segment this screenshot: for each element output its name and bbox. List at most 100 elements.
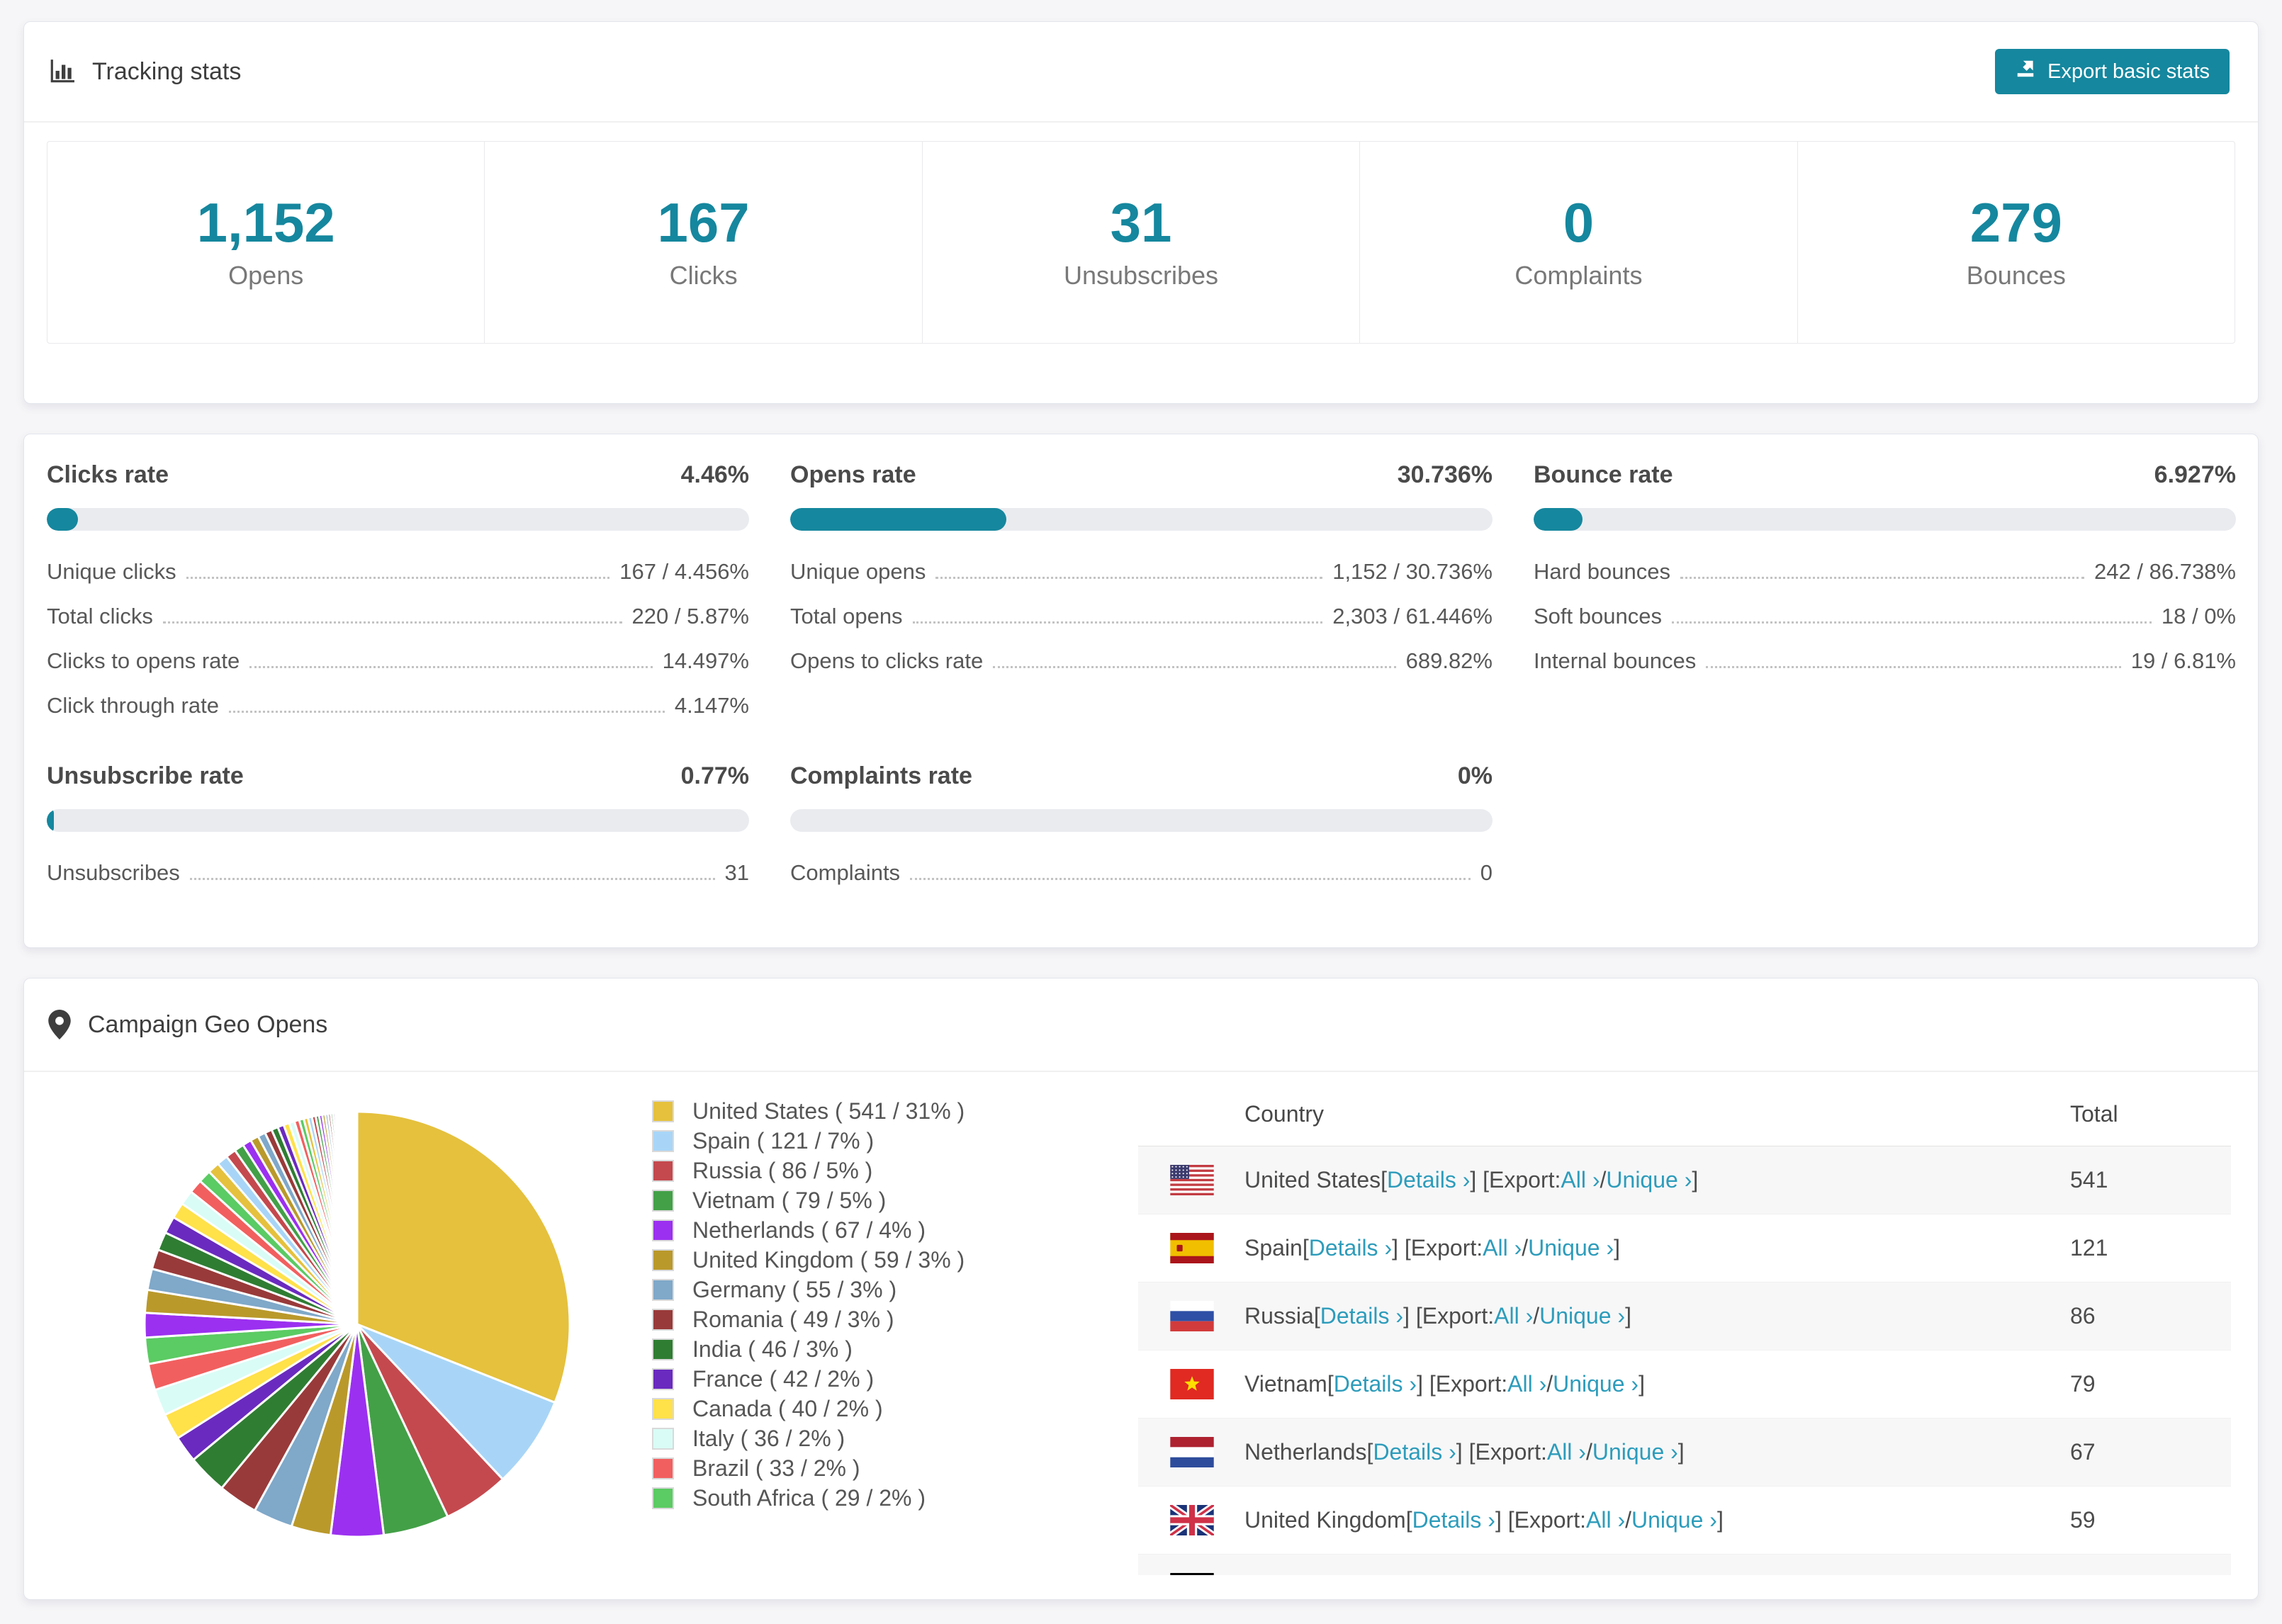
export-all-link[interactable]: All › (1561, 1167, 1600, 1192)
export-unique-link[interactable]: Unique › (1553, 1371, 1639, 1397)
rate-row-label: Total clicks (47, 604, 153, 628)
export-unique-link[interactable]: Unique › (1606, 1167, 1692, 1192)
rate-row-label: Unsubscribes (47, 860, 180, 885)
rate-section-header: Clicks rate 4.46% (47, 461, 749, 489)
legend-swatch (652, 1368, 674, 1390)
dotted-leader (993, 666, 1396, 668)
campaign-geo-opens-card: Campaign Geo Opens United States ( 541 /… (23, 978, 2259, 1600)
rate-rows: Unsubscribes 31 (47, 860, 749, 886)
legend-swatch (652, 1338, 674, 1360)
export-all-link[interactable]: All › (1507, 1371, 1547, 1397)
progress-bar-fill (47, 508, 79, 531)
details-link[interactable]: Details › (1373, 1439, 1456, 1465)
geo-pie-chart (130, 1098, 584, 1565)
rate-section-header: Complaints rate 0% (790, 762, 1493, 790)
stats-row: 1,152 Opens 167 Clicks 31 Unsubscribes 0 Compla… (47, 141, 2235, 344)
progress-bar (47, 508, 749, 531)
bracket: ] (1677, 1439, 1685, 1465)
geo-country-table: Country Total United States [Details ›] … (1138, 1082, 2231, 1575)
rate-rows: Hard bounces 242 / 86.738% Soft bounces 18 … (1534, 559, 2236, 674)
bracket: ] (1614, 1235, 1620, 1261)
legend-swatch (652, 1129, 674, 1152)
legend-label: Canada ( 40 / 2% ) (692, 1395, 883, 1421)
country-name: United Kingdom (1244, 1507, 1406, 1533)
details-link[interactable]: Details › (1412, 1507, 1495, 1533)
export-all-link[interactable]: All › (1483, 1235, 1522, 1261)
dotted-leader (186, 577, 610, 579)
legend-item: Russia ( 86 / 5% ) (652, 1156, 965, 1185)
details-link[interactable]: Details › (1308, 1235, 1393, 1261)
stat-label: Complaints (1514, 260, 1643, 290)
table-row: Spain [Details ›] [Export: All › / Uniqu… (1138, 1214, 2231, 1282)
rate-row-value: 31 (724, 860, 749, 885)
rate-row-label: Click through rate (47, 693, 219, 718)
rates-grid: Clicks rate 4.46% Unique clicks 167 / 4.456… (24, 434, 2258, 886)
rate-title: Opens rate (790, 461, 916, 488)
dotted-leader (935, 577, 1323, 579)
rate-rows: Complaints 0 (790, 860, 1493, 886)
rate-value: 0% (1457, 762, 1493, 789)
legend-swatch (652, 1278, 674, 1301)
export-unique-link[interactable]: Unique › (1592, 1439, 1678, 1465)
export-unique-link[interactable]: Unique › (1528, 1235, 1614, 1261)
bracket: ] [Export: (1417, 1371, 1508, 1397)
legend-item: India ( 46 / 3% ) (652, 1334, 965, 1364)
rate-row: Unique clicks 167 / 4.456% (47, 559, 749, 585)
stat-label: Opens (228, 260, 304, 290)
dotted-leader (228, 711, 665, 713)
rate-section-header: Unsubscribe rate 0.77% (47, 762, 749, 790)
map-pin-icon (48, 1010, 71, 1039)
rate-row-label: Soft bounces (1534, 604, 1662, 628)
legend-item: France ( 42 / 2% ) (652, 1364, 965, 1394)
legend-swatch (652, 1189, 674, 1212)
stat-label: Bounces (1966, 260, 2066, 290)
legend-item: Vietnam ( 79 / 5% ) (652, 1185, 965, 1215)
separator: / (1546, 1371, 1553, 1397)
export-unique-link[interactable]: Unique › (1631, 1507, 1717, 1533)
rate-title: Clicks rate (47, 461, 169, 488)
details-link[interactable]: Details › (1320, 1303, 1404, 1329)
rate-row: Internal bounces 19 / 6.81% (1534, 648, 2236, 674)
rate-row-value: 19 / 6.81% (2130, 648, 2236, 673)
export-all-link[interactable]: All › (1585, 1507, 1626, 1533)
bracket: [ (1302, 1235, 1309, 1261)
country-cell: Spain [Details ›] [Export: All › / Uniqu… (1138, 1233, 2045, 1263)
tracking-stats-title-block: Tracking stats (48, 58, 241, 86)
legend-label: Italy ( 36 / 2% ) (692, 1425, 845, 1451)
legend-label: South Africa ( 29 / 2% ) (692, 1484, 926, 1511)
pie-slice (356, 1110, 571, 1404)
country-name: Vietnam (1244, 1371, 1327, 1397)
legend-label: United Kingdom ( 59 / 3% ) (692, 1246, 965, 1273)
flag-gb-icon (1170, 1505, 1214, 1535)
export-all-link[interactable]: All › (1494, 1303, 1534, 1329)
rate-row: Soft bounces 18 / 0% (1534, 604, 2236, 629)
details-link[interactable]: Details › (1333, 1371, 1417, 1397)
export-basic-stats-button[interactable]: Export basic stats (1995, 49, 2230, 94)
section-title: Campaign Geo Opens (88, 1010, 328, 1038)
rate-row-value: 18 / 0% (2161, 604, 2236, 628)
export-all-link[interactable]: All › (1546, 1439, 1586, 1465)
country-cell: Netherlands [Details ›] [Export: All › /… (1138, 1437, 2045, 1467)
bracket: ] [Export: (1403, 1303, 1495, 1329)
stat-value: 279 (1969, 191, 2062, 254)
legend-swatch (652, 1487, 674, 1509)
legend-item: Canada ( 40 / 2% ) (652, 1394, 965, 1423)
legend-item: Italy ( 36 / 2% ) (652, 1423, 965, 1453)
progress-bar-fill (47, 809, 54, 832)
rate-row-value: 14.497% (662, 648, 749, 673)
rate-section: Complaints rate 0% Complaints 0 (790, 762, 1493, 886)
export-unique-link[interactable]: Unique › (1539, 1303, 1626, 1329)
flag-ru-icon (1170, 1301, 1214, 1331)
rate-row-value: 4.147% (674, 693, 749, 718)
legend-swatch (652, 1248, 674, 1271)
dotted-leader (1706, 666, 2121, 668)
separator: / (1600, 1167, 1607, 1192)
bracket: ] (1625, 1303, 1631, 1329)
stat-label: Clicks (669, 260, 738, 290)
details-link[interactable]: Details › (1387, 1167, 1471, 1192)
rate-rows: Unique clicks 167 / 4.456% Total clicks 220… (47, 559, 749, 718)
progress-bar-fill (790, 508, 1006, 531)
progress-bar-fill (1534, 508, 1583, 531)
dotted-leader (1680, 577, 2085, 579)
geo-pie-legend: United States ( 541 / 31% ) Spain ( 121 /… (652, 1096, 965, 1513)
